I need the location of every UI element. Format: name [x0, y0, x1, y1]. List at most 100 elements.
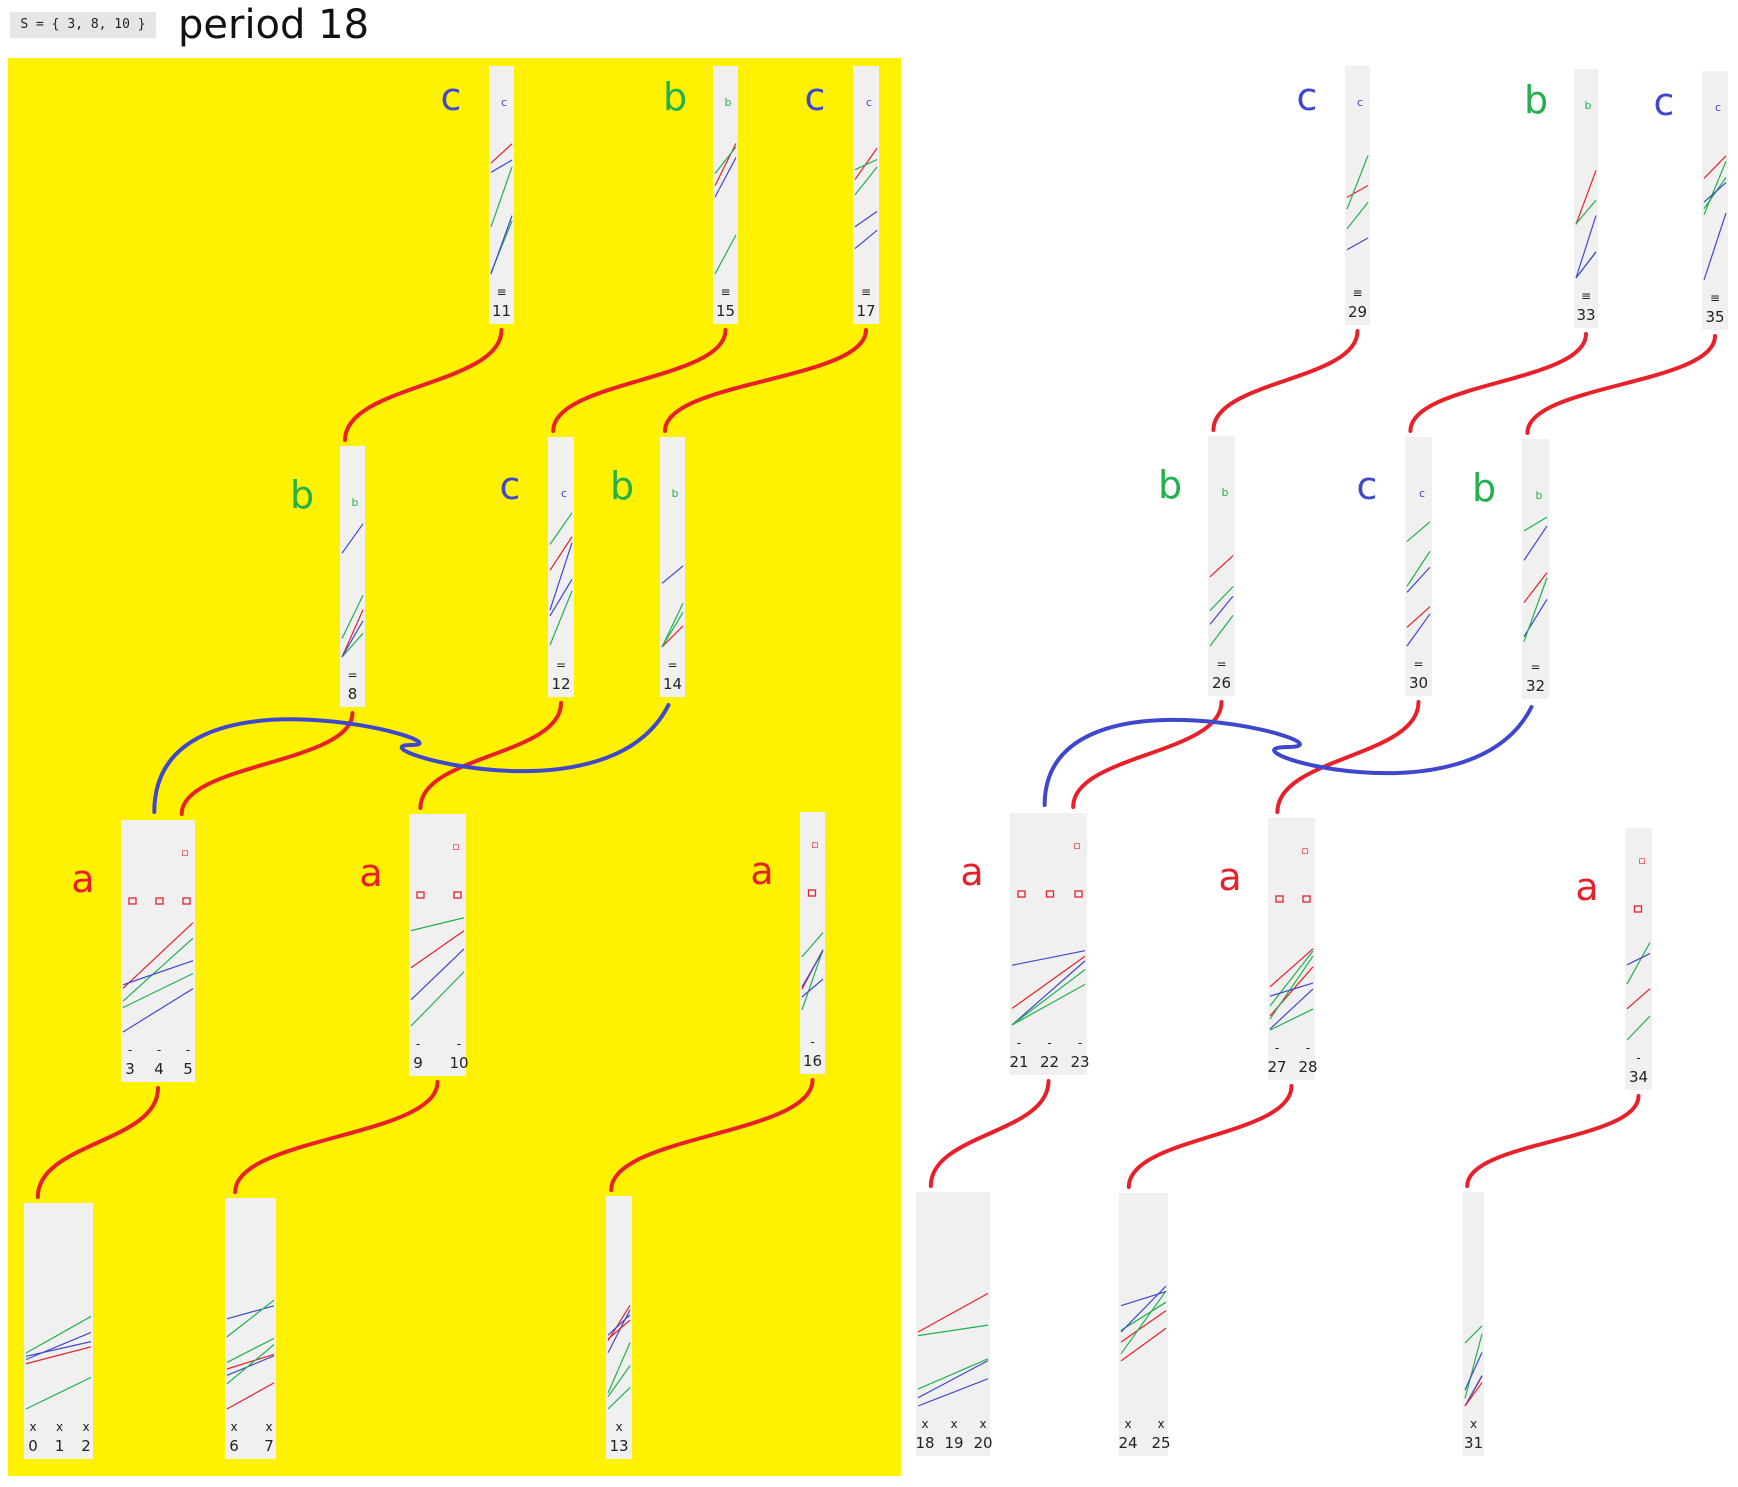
trace-line [1346, 155, 1369, 210]
column-mark: x [56, 1420, 63, 1434]
column-number-label: 35 [1705, 308, 1724, 326]
trace-line [1575, 199, 1597, 225]
column-number-label: 5 [183, 1060, 193, 1078]
column-letter: a [960, 850, 983, 894]
column-mark: x [1124, 1417, 1131, 1431]
column-l-c2: c c = 12 [500, 437, 574, 697]
column-mark: - [1078, 1036, 1082, 1050]
column-letter: a [1575, 865, 1598, 909]
trace-line [1120, 1301, 1167, 1331]
trace-line [854, 211, 878, 228]
trace-line [1120, 1327, 1167, 1362]
column-trace-lines [714, 143, 737, 275]
trace-line [607, 1365, 631, 1398]
column-trace-lines [1464, 1325, 1483, 1407]
trace-line [341, 620, 364, 658]
column-r-c1: b b = 26 [1158, 436, 1235, 696]
column-letter: a [359, 851, 382, 895]
column-mark: - [1275, 1041, 1279, 1055]
column-number-label: 27 [1267, 1058, 1286, 1076]
column-number-label: 12 [551, 675, 570, 693]
trace-line [341, 632, 364, 658]
column-trace-lines [226, 1299, 275, 1410]
red-connector [928, 1079, 1051, 1188]
column-tag-icon: c [866, 96, 872, 109]
column-box [489, 66, 514, 324]
column-tag-icon: c [1357, 96, 1363, 109]
column-mark: - [1047, 1036, 1051, 1050]
trace-line [341, 523, 364, 554]
trace-line [1703, 182, 1727, 203]
trace-line [490, 159, 513, 173]
column-number-label: 17 [856, 302, 875, 320]
a-mark-icon [416, 891, 425, 899]
column-number-label: 6 [229, 1437, 239, 1455]
trace-line [1120, 1290, 1167, 1355]
column-trace-lines [1209, 555, 1234, 647]
column-number-label: 16 [803, 1052, 822, 1070]
a-mark-icon [1045, 890, 1055, 898]
trace-line [714, 234, 737, 275]
column-tag-icon: c [1715, 101, 1721, 114]
column-trace-lines [1269, 948, 1314, 1031]
column-number-label: 21 [1009, 1053, 1028, 1071]
column-mark: = [347, 668, 357, 682]
trace-line [1011, 960, 1086, 1026]
column-l-c3: b b = 14 [610, 437, 685, 697]
trace-line [1269, 988, 1314, 1030]
trace-line [341, 609, 364, 658]
column-mark: x [615, 1420, 622, 1434]
column-mark: - [1306, 1041, 1310, 1055]
column-mark: x [921, 1417, 928, 1431]
trace-line [410, 930, 465, 969]
trace-line [917, 1358, 989, 1390]
column-number-label: 9 [413, 1054, 423, 1072]
trace-line [1209, 595, 1234, 625]
column-trace-lines [661, 565, 684, 648]
column-mark: = [1530, 660, 1540, 674]
red-connector [1275, 700, 1421, 814]
column-number-label: 30 [1409, 674, 1428, 692]
trace-line [1120, 1285, 1167, 1333]
trace-line [607, 1387, 631, 1410]
column-mark: = [1216, 657, 1226, 671]
column-trace-lines [122, 922, 194, 1033]
trace-line [854, 166, 878, 196]
column-tag-icon: ▫ [1638, 854, 1645, 867]
column-box [1405, 437, 1432, 696]
column-mark: x [82, 1420, 89, 1434]
a-mark-icon [1302, 895, 1311, 903]
column-number-label: 25 [1151, 1434, 1170, 1452]
trace-line [1406, 521, 1431, 542]
column-letter: c [1297, 75, 1318, 119]
red-connector [233, 1080, 440, 1194]
column-mark: x [230, 1420, 237, 1434]
column-mark: x [29, 1420, 36, 1434]
column-box [1522, 439, 1549, 699]
column-number-label: 4 [154, 1060, 164, 1078]
trace-line [490, 215, 513, 275]
trace-line [226, 1382, 275, 1410]
red-connector [1211, 329, 1360, 432]
column-trace-lines [607, 1305, 631, 1410]
trace-line [1346, 184, 1369, 198]
column-r-a2: x 24 x 25 [1118, 1193, 1171, 1456]
trace-line [1346, 201, 1369, 230]
trace-line [226, 1299, 275, 1338]
trace-line [1703, 161, 1727, 215]
column-tag-icon: c [501, 96, 507, 109]
red-connector [1126, 1084, 1294, 1189]
trace-line [607, 1309, 631, 1354]
red-connector [343, 328, 504, 442]
column-number-label: 32 [1526, 677, 1545, 695]
a-mark-icon [182, 897, 191, 905]
a-mark-icon [1633, 905, 1643, 913]
column-box [1119, 1193, 1168, 1456]
column-number-label: 23 [1070, 1053, 1089, 1071]
trace-line [226, 1337, 275, 1363]
column-letter: b [1158, 463, 1182, 507]
trace-line [549, 579, 573, 617]
trace-line [1346, 237, 1369, 251]
trace-line [549, 512, 573, 545]
